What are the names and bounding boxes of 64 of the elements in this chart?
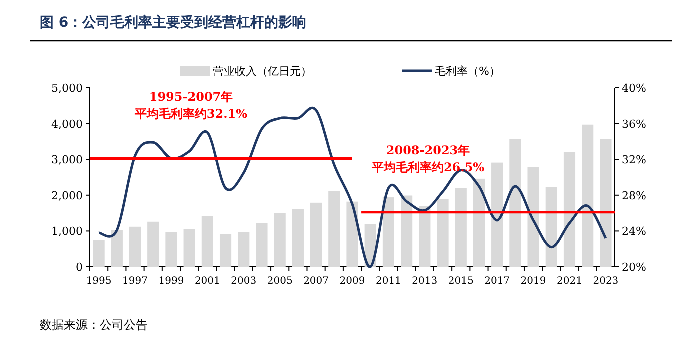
y-tick-label: 3,000 (52, 154, 83, 167)
x-tick-label: 2003 (231, 276, 257, 287)
bar (600, 139, 612, 267)
x-tick-label: 2019 (520, 276, 546, 287)
y-tick-label: 0 (76, 261, 83, 274)
bar (455, 188, 467, 267)
ref-line-label: 2008-2023年 (386, 143, 470, 158)
y2-tick-label: 20% (622, 261, 646, 274)
ref-line-label: 1995-2007年 (149, 90, 234, 104)
y2-tick-label: 40% (622, 82, 646, 95)
x-tick-label: 2017 (484, 276, 510, 287)
x-tick-label: 2009 (340, 276, 366, 287)
line-series (98, 108, 608, 268)
bar (111, 230, 123, 267)
bar (202, 216, 214, 267)
y-tick-label: 5,000 (52, 82, 83, 95)
annotation: 平均毛利率约26.5% (370, 160, 486, 174)
y2-tick-label: 36% (622, 118, 646, 131)
x-tick-label: 2015 (448, 276, 474, 287)
y2-tick-label: 24% (622, 225, 646, 238)
x-tick-label: 2021 (557, 276, 582, 287)
y2-tick-label: 32% (622, 154, 646, 167)
bar (382, 198, 394, 267)
x-tick-label: 1997 (122, 276, 148, 287)
legend-label: 营业收入（亿日元） (213, 65, 312, 78)
bar (328, 191, 340, 267)
x-tick-label: 2023 (593, 276, 619, 287)
bar (256, 223, 268, 267)
x-tick-label: 2001 (194, 276, 220, 287)
y-tick-label: 4,000 (52, 118, 83, 131)
y2-tick-label: 28% (622, 189, 646, 202)
bar (129, 226, 142, 267)
x-tick-label: 2005 (267, 276, 293, 287)
annotation: 平均毛利率约32.1% (134, 107, 248, 121)
bar (166, 232, 178, 267)
bar (546, 187, 558, 267)
bar (292, 209, 304, 267)
x-tick-label: 1995 (86, 276, 112, 287)
bar (184, 229, 196, 267)
bar (564, 152, 576, 267)
bar (510, 139, 522, 267)
x-tick-label: 2013 (412, 276, 438, 287)
bar (419, 206, 431, 267)
bar (582, 124, 594, 267)
y-tick-label: 1,000 (52, 225, 83, 238)
bar (274, 213, 286, 267)
bar (310, 202, 322, 267)
bar (93, 240, 105, 267)
x-tick-label: 2007 (304, 276, 330, 287)
bar (346, 202, 358, 267)
bar (492, 162, 504, 267)
x-tick-label: 2011 (376, 276, 402, 287)
source-note: 数据来源：公司公告 (40, 318, 148, 332)
x-tick-label: 1999 (158, 276, 184, 287)
chart-title: 图 6：公司毛利率主要受到经营杠杆的影响 (40, 14, 307, 31)
bar (238, 232, 250, 267)
bar (528, 167, 540, 267)
bar (401, 196, 413, 267)
bar (437, 198, 449, 267)
bar (148, 222, 160, 267)
legend-label: 毛利率（%） (435, 65, 500, 78)
bar (473, 178, 486, 267)
bar (220, 234, 232, 267)
y-tick-label: 2,000 (52, 189, 83, 202)
